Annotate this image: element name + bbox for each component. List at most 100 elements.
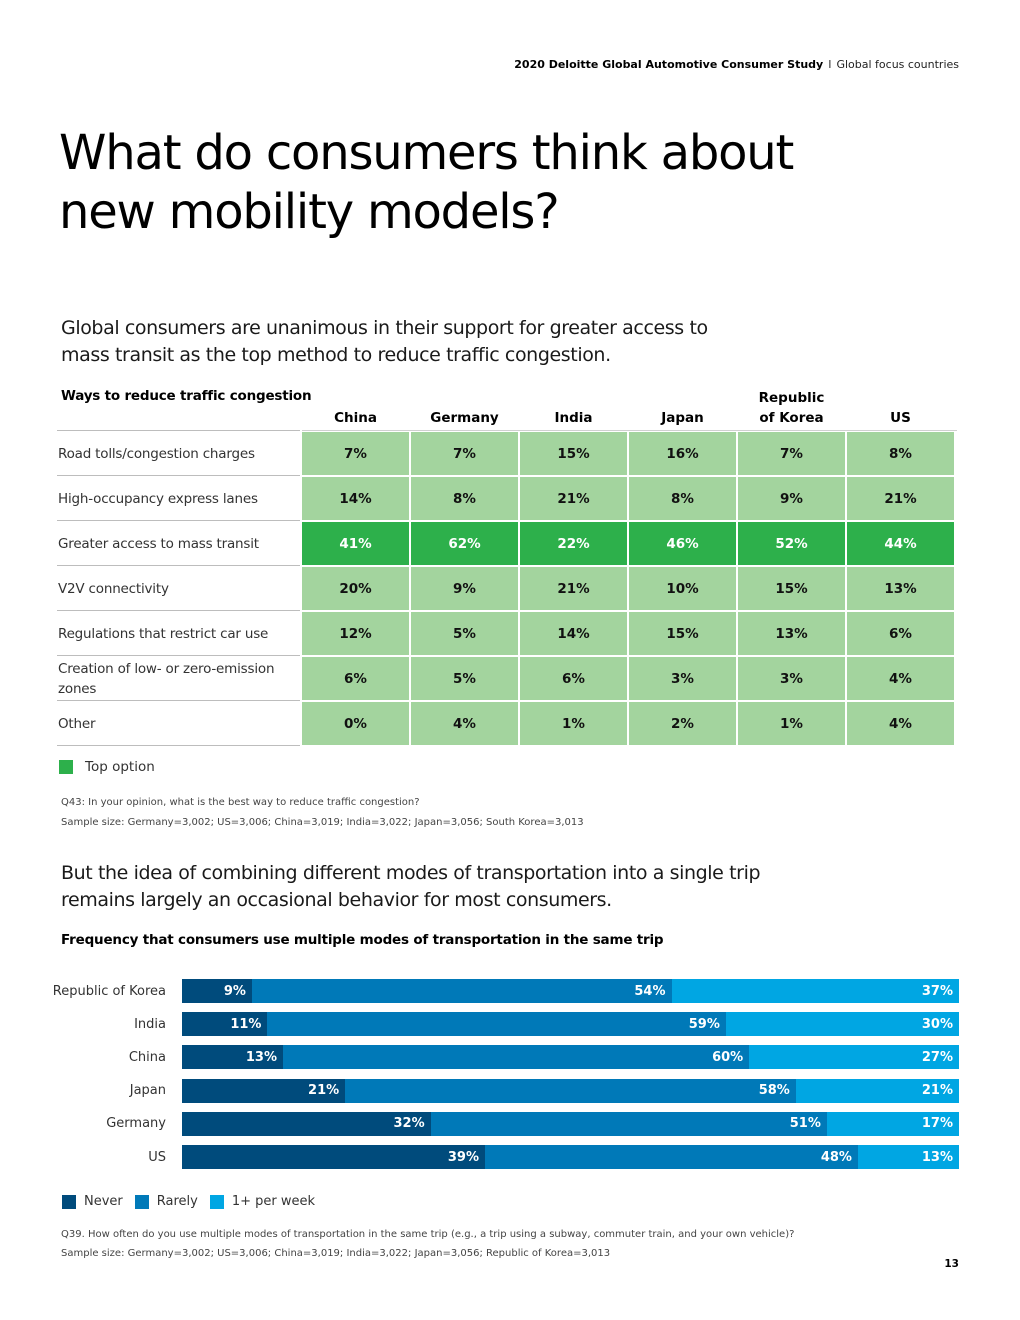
column-header-japan: Japan <box>661 410 704 426</box>
legend-swatch <box>209 1194 224 1209</box>
row-divider <box>57 565 300 566</box>
value-cell: 21% <box>520 477 627 520</box>
data-label: 59% <box>688 1016 720 1032</box>
header-rule <box>302 430 957 431</box>
data-label: 54% <box>634 983 666 999</box>
bar-segment-never <box>182 1145 486 1169</box>
value-cell: 15% <box>520 432 627 475</box>
value-cell: 9% <box>738 477 845 520</box>
value-cell: 16% <box>629 432 736 475</box>
bar-chart-title: Frequency that consumers use multiple mo… <box>61 932 664 948</box>
value-cell: 7% <box>738 432 845 475</box>
top-option-swatch <box>59 760 73 774</box>
value-cell: 13% <box>738 612 845 655</box>
value-cell: 9% <box>411 567 518 610</box>
row-divider <box>57 655 300 656</box>
value-cell: 46% <box>629 522 736 565</box>
data-label: 27% <box>921 1049 953 1065</box>
category-label: India <box>134 1016 166 1032</box>
value-cell: 5% <box>411 612 518 655</box>
value-cell: 21% <box>847 477 954 520</box>
value-cell: 7% <box>411 432 518 475</box>
row-label: Creation of low- or zero-emission zones <box>58 660 275 697</box>
value-cell: 3% <box>629 657 736 700</box>
value-cell: 21% <box>520 567 627 610</box>
value-cell: 0% <box>302 702 409 745</box>
legend-label: 1+ per week <box>231 1194 316 1209</box>
data-label: 30% <box>921 1016 953 1032</box>
bar-row-india: India 11% 59% 30% <box>0 1012 1020 1037</box>
bar-segment-1-per-week <box>725 1012 959 1037</box>
row-label: Other <box>58 715 96 732</box>
bar-chart-sample-note: Sample size: Germany=3,002; US=3,006; Ch… <box>61 1248 611 1259</box>
legend-label: Never <box>84 1194 123 1209</box>
column-header-india: India <box>554 410 593 426</box>
row-label: Road tolls/congestion charges <box>58 445 255 462</box>
category-label: US <box>148 1149 166 1165</box>
bar-segment-never <box>182 1111 431 1136</box>
legend-swatch <box>134 1194 149 1209</box>
row-label: V2V connectivity <box>58 580 169 597</box>
value-cell: 62% <box>411 522 518 565</box>
bar-chart-question-note: Q39. How often do you use multiple modes… <box>61 1229 795 1240</box>
bar-segment-1-per-week <box>857 1145 959 1169</box>
value-cell: 52% <box>738 522 845 565</box>
legend-label: Rarely <box>156 1194 198 1209</box>
table-row: Creation of low- or zero-emission zones 6… <box>57 655 957 701</box>
value-cell: 14% <box>302 477 409 520</box>
value-cell: 15% <box>629 612 736 655</box>
bar-row-republic-of-korea: Republic of Korea 9% 54% 37% <box>0 979 1020 1003</box>
data-label: 9% <box>223 983 246 999</box>
table-row: V2V connectivity 20% 9% 21% 10% 15% 13% <box>57 565 957 611</box>
header-separator: I <box>828 58 832 71</box>
bar-segment-never <box>182 1078 346 1103</box>
bar-segment-1-per-week <box>826 1111 959 1136</box>
value-cell: 15% <box>738 567 845 610</box>
bar-segment-rarely <box>485 1145 858 1169</box>
bar-chart-legend: Never Rarely 1+ per week <box>62 1194 327 1209</box>
bar-segment-rarely <box>251 979 672 1003</box>
value-cell: 8% <box>847 432 954 475</box>
lead-paragraph-mass-transit: Global consumers are unanimous in their … <box>61 317 708 366</box>
value-cell: 8% <box>411 477 518 520</box>
table-row: Regulations that restrict car use 12% 5% 14… <box>57 610 957 656</box>
page-title: What do consumers think about new mobili… <box>59 125 794 240</box>
row-divider <box>57 430 300 431</box>
value-cell: 10% <box>629 567 736 610</box>
table-bottom-rule <box>57 745 300 746</box>
bar-segment-1-per-week <box>671 979 959 1003</box>
row-label: High-occupancy express lanes <box>58 490 258 507</box>
running-header: 2020 Deloitte Global Automotive Consumer… <box>514 58 959 71</box>
bar-row-china: China 13% 60% 27% <box>0 1045 1020 1070</box>
column-header-republic-of-korea: Republic of Korea <box>758 390 825 426</box>
value-cell: 8% <box>629 477 736 520</box>
value-cell: 1% <box>520 702 627 745</box>
value-cell: 4% <box>847 657 954 700</box>
value-cell: 6% <box>520 657 627 700</box>
section-name: Global focus countries <box>836 58 959 71</box>
row-divider <box>57 520 300 521</box>
heatmap-question-note: Q43: In your opinion, what is the best w… <box>61 797 420 808</box>
bar-row-germany: Germany 32% 51% 17% <box>0 1111 1020 1136</box>
data-label: 51% <box>789 1116 821 1132</box>
bar-segment-never <box>182 1012 268 1037</box>
heatmap-sample-note: Sample size: Germany=3,002; US=3,006; Ch… <box>61 817 584 828</box>
data-label: 11% <box>230 1016 262 1032</box>
data-label: 21% <box>308 1083 340 1099</box>
data-label: 13% <box>245 1049 277 1065</box>
bar-segment-1-per-week <box>749 1045 959 1070</box>
data-label: 39% <box>447 1149 480 1165</box>
legend-item-1-per-week: 1+ per week <box>209 1194 316 1209</box>
value-cell: 2% <box>629 702 736 745</box>
value-cell: 22% <box>520 522 627 565</box>
category-label: Japan <box>129 1083 166 1099</box>
legend-swatch <box>62 1194 76 1209</box>
bar-segment-rarely <box>283 1045 750 1070</box>
value-cell: 13% <box>847 567 954 610</box>
heatmap-title: Ways to reduce traffic congestion <box>61 388 312 404</box>
bar-row-japan: Japan 21% 58% 21% <box>0 1078 1020 1103</box>
category-label: Republic of Korea <box>52 983 166 999</box>
value-cell: 14% <box>520 612 627 655</box>
value-cell: 7% <box>302 432 409 475</box>
bar-row-us: US 39% 48% 13% <box>0 1145 1020 1169</box>
